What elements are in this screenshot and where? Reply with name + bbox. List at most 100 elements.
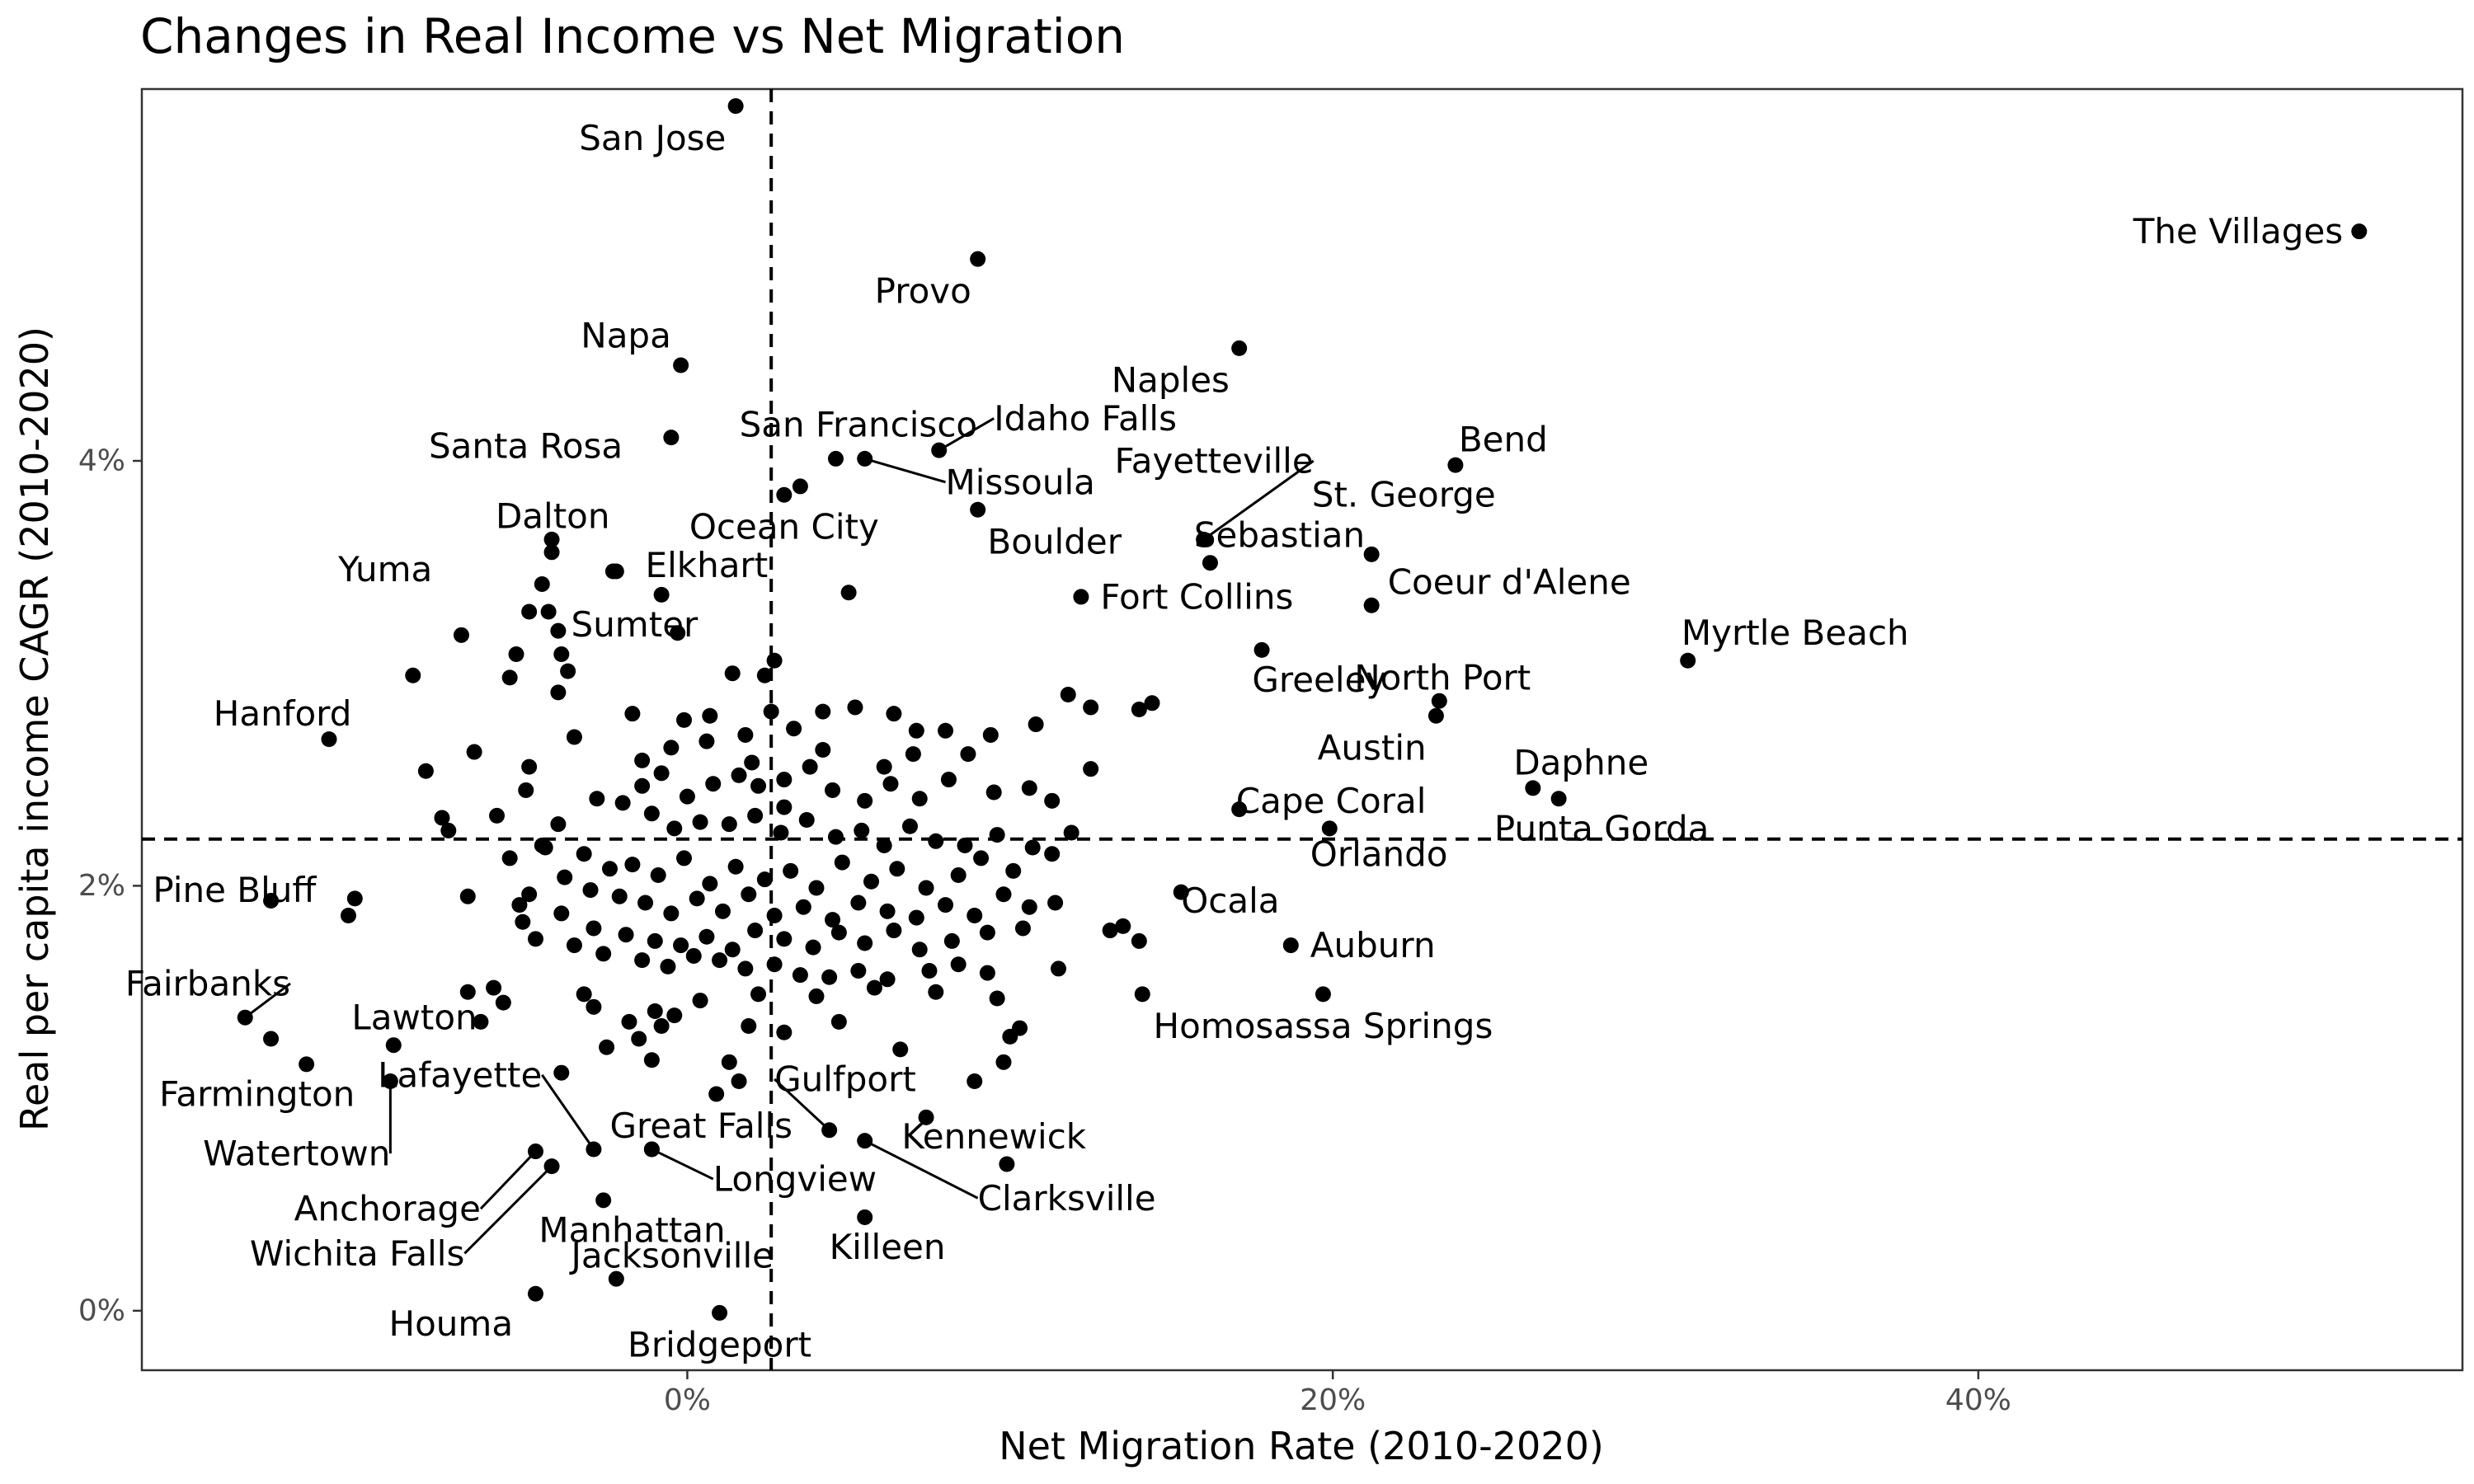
point-label: Sumter [571,604,699,645]
data-point [928,984,944,1000]
point-label: Killeen [830,1227,946,1267]
data-point [653,765,670,782]
point-label: Hanford [214,693,352,734]
x-tick-label: 0% [664,1383,711,1417]
data-point [643,805,660,822]
point-label: Naples [1112,360,1230,401]
data-point-labeled [827,450,844,467]
data-point [957,837,973,853]
data-point [1083,699,1099,716]
y-tick-label: 2% [78,869,125,903]
point-label: Cape Coral [1236,781,1427,821]
data-point [756,871,773,888]
data-point [805,939,821,956]
data-point [534,575,550,592]
data-point [601,861,618,877]
data-point [950,956,967,973]
data-point [692,993,708,1009]
data-point-labeled [540,603,557,620]
data-point [747,923,764,939]
data-point [459,984,476,1000]
data-point [515,913,531,930]
data-point [589,791,605,807]
data-point [1014,920,1031,937]
data-point [1005,862,1022,879]
data-point [634,777,651,794]
point-label: Greeley [1252,660,1386,700]
data-point [821,969,838,985]
data-point [773,824,789,841]
data-point [825,782,841,798]
data-point [1131,702,1147,718]
data-point [595,946,612,962]
data-point-labeled [663,430,680,446]
point-label: Orlando [1310,834,1448,874]
data-point [901,818,918,834]
data-point [663,905,680,922]
data-point [586,920,602,937]
point-label: Coeur d'Alene [1388,561,1631,602]
data-point [466,744,482,760]
data-point [647,932,663,949]
data-point [982,726,999,743]
data-point-labeled [608,563,624,580]
point-label: Dalton [496,496,610,537]
data-point-labeled [1202,555,1218,571]
data-point [879,903,896,919]
data-point [808,880,825,896]
data-point [911,942,928,958]
data-point-labeled [527,1285,543,1302]
data-point [473,1013,489,1030]
data-point [995,886,1012,903]
y-axis-ticks: 0% 2% 4% [78,444,142,1327]
point-label: Idaho Falls [994,398,1177,439]
data-point [727,858,744,875]
data-point [750,777,767,794]
data-point [692,814,708,830]
data-point [815,741,831,758]
data-point [995,1054,1012,1070]
x-axis-ticks: 0% 20% 40% [664,1370,2011,1417]
point-label: Wichita Falls [250,1233,464,1274]
data-point [714,903,731,919]
data-point [534,837,550,853]
label-leader-line [651,1148,714,1181]
data-point [792,478,808,495]
data-point [673,937,689,954]
data-point [876,837,892,853]
data-point-labeled [1550,791,1567,807]
data-point [1021,899,1037,915]
data-point [908,909,924,926]
x-axis-title: Net Migration Rate (2010-2020) [999,1424,1604,1468]
point-label: Yuma [337,549,432,589]
point-label: Longview [713,1159,877,1200]
data-point [459,888,476,904]
point-label: Houma [389,1303,514,1344]
point-label: Santa Rosa [429,425,623,466]
point-label: Lafayette [378,1054,542,1095]
data-point [599,1039,615,1055]
data-point [918,880,934,896]
label-leader-lines [244,417,1315,1255]
label-leader-line [541,1073,595,1150]
data-point [892,1041,909,1058]
point-label: Fairbanks [125,963,290,1003]
data-point [689,890,705,907]
point-label: Punta Gorda [1494,808,1710,848]
data-point [921,963,938,979]
data-point [918,1109,934,1125]
point-label: Lawton [351,998,477,1038]
data-point [1028,716,1044,733]
data-point [876,758,892,775]
data-point [631,1031,647,1047]
data-point [586,998,602,1015]
data-points [237,98,2368,1321]
data-point-labeled [385,1037,402,1054]
data-point [647,1003,663,1019]
data-point [766,652,783,669]
data-point [815,703,831,720]
data-point-labeled [1680,652,1696,669]
data-point-labeled [1321,820,1338,837]
point-label: The Villages [2133,211,2343,251]
